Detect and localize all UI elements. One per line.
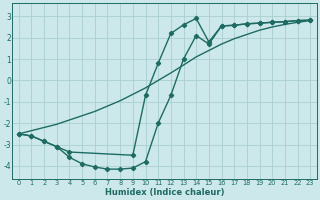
X-axis label: Humidex (Indice chaleur): Humidex (Indice chaleur) bbox=[105, 188, 224, 197]
